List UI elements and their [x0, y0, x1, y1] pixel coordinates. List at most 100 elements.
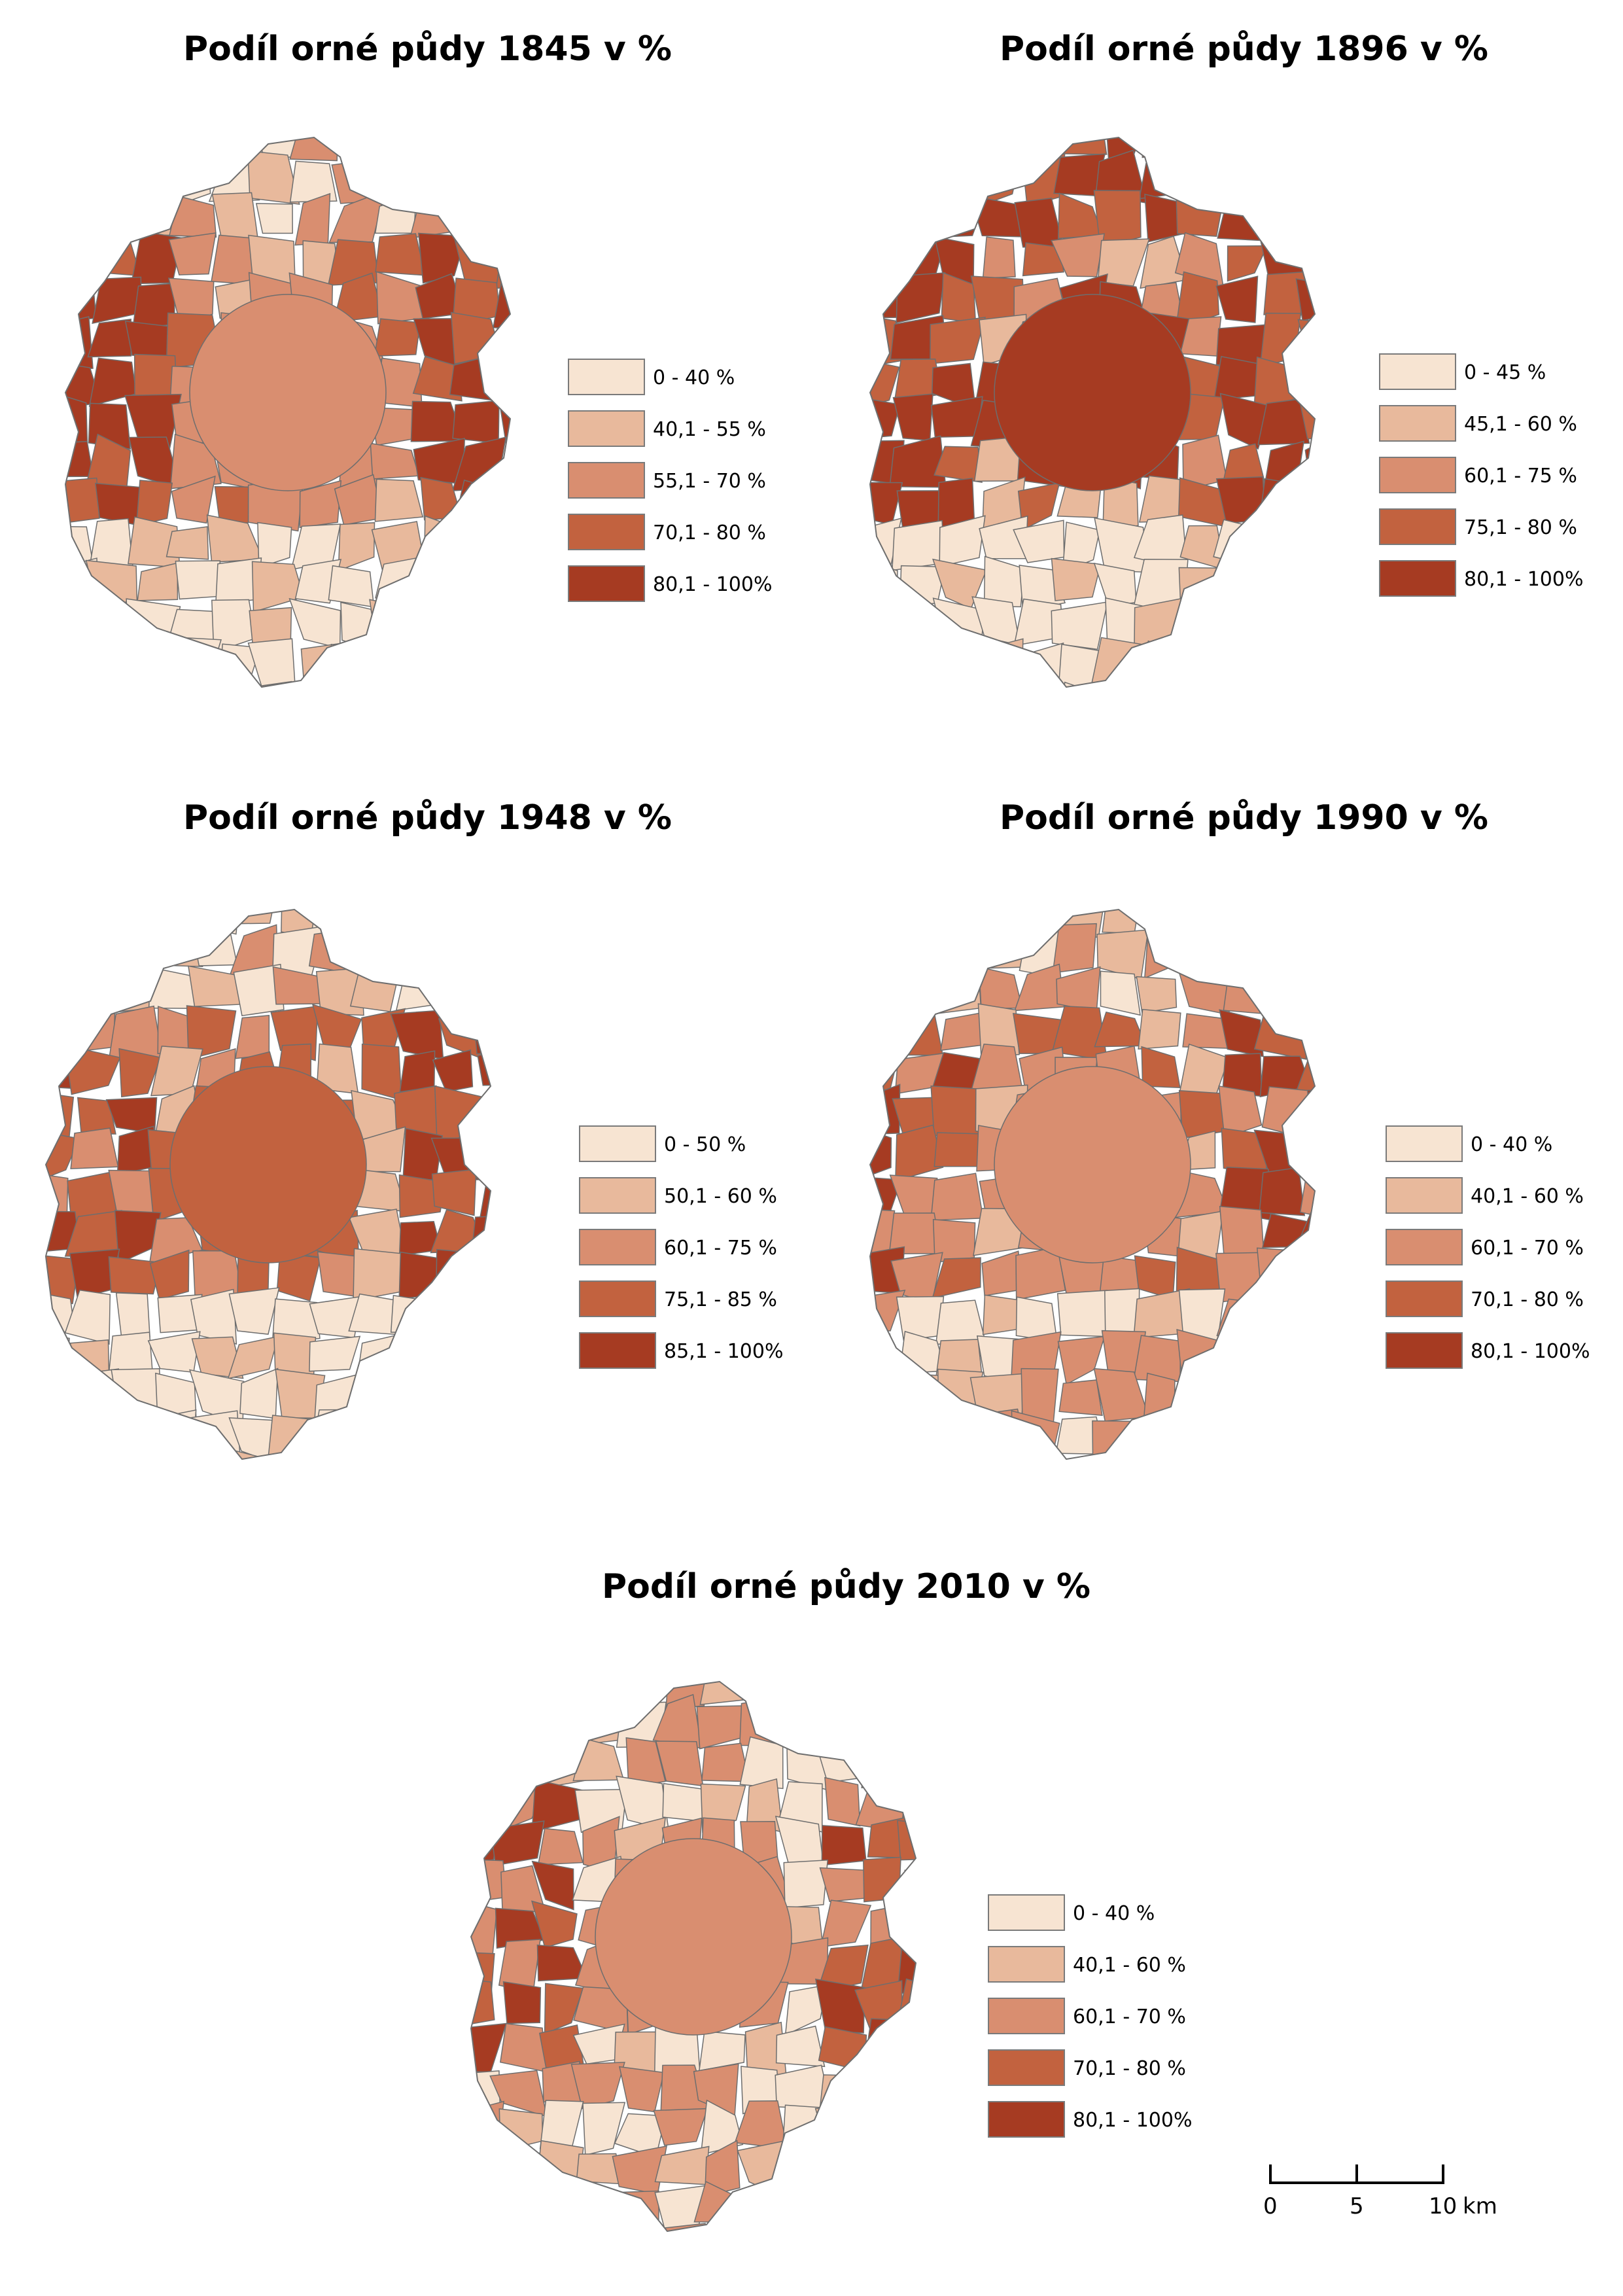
- municipality-area: [895, 1682, 916, 1703]
- municipality-area: [126, 598, 181, 643]
- municipality-area: [1336, 397, 1385, 448]
- municipality-area: [870, 397, 901, 440]
- legend-swatch: [1379, 353, 1456, 390]
- scale-bar-line: [1269, 2164, 1444, 2184]
- municipality-area: [896, 137, 947, 166]
- municipality-area: [471, 1779, 496, 1833]
- municipality-area: [409, 190, 466, 239]
- municipality-area: [896, 1296, 945, 1341]
- municipality-area: [524, 1461, 566, 1503]
- municipality-area: [858, 2181, 903, 2231]
- municipality-area: [936, 1901, 989, 1954]
- municipality-area: [1338, 972, 1384, 1015]
- municipality-area: [453, 233, 503, 286]
- municipality-area: [897, 1408, 945, 1453]
- municipality-area: [533, 242, 578, 280]
- legend-swatch: [1386, 1280, 1463, 1317]
- municipality-area: [289, 160, 338, 203]
- municipality-area: [1179, 151, 1227, 199]
- municipality-area: [1056, 966, 1101, 1013]
- municipality-area: [471, 2195, 507, 2227]
- municipality-area: [361, 1043, 402, 1101]
- region-boundary: [64, 136, 512, 688]
- municipality-area: [570, 2062, 625, 2110]
- municipality-area: [932, 1257, 981, 1299]
- municipality-area: [340, 601, 381, 653]
- municipality-area: [1342, 605, 1389, 654]
- municipality-area: [896, 2141, 916, 2192]
- municipality-area: [870, 241, 904, 287]
- municipality-area: [699, 2227, 741, 2231]
- municipality-area: [151, 1409, 197, 1459]
- municipality-area: [1336, 884, 1391, 928]
- municipality-area: [175, 560, 221, 600]
- municipality-area: [1259, 312, 1302, 368]
- municipality-area: [870, 195, 901, 237]
- legend-row: 75,1 - 80 %: [1379, 508, 1623, 548]
- municipality-area: [1175, 271, 1220, 330]
- legend-label: 55,1 - 70 %: [653, 470, 766, 493]
- municipality-area: [784, 1984, 828, 2036]
- municipality-area: [870, 600, 897, 651]
- municipality-area: [65, 680, 101, 687]
- municipality-area: [1223, 154, 1270, 195]
- municipality-area: [622, 2234, 665, 2277]
- municipality-area: [276, 1252, 322, 1302]
- municipality-area: [411, 645, 462, 687]
- municipality-area: [308, 927, 361, 974]
- municipality-area: [1136, 976, 1178, 1014]
- municipality-area: [471, 1693, 505, 1749]
- municipality-area: [1339, 1134, 1386, 1173]
- municipality-area: [519, 1047, 560, 1097]
- legend-label: 70,1 - 80 %: [1073, 2057, 1186, 2080]
- municipality-area: [512, 1332, 565, 1377]
- municipality-area: [938, 1818, 993, 1872]
- legend-swatch: [1379, 560, 1456, 597]
- municipality-area: [413, 597, 465, 639]
- legend-swatch: [568, 410, 645, 447]
- municipality-area: [1058, 1379, 1103, 1417]
- municipality-area: [519, 1013, 564, 1058]
- municipality-area: [413, 137, 464, 166]
- municipality-area: [490, 2225, 533, 2231]
- municipality-area: [937, 910, 979, 932]
- municipality-area: [479, 1369, 491, 1417]
- municipality-area: [662, 1782, 707, 1822]
- municipality-area: [372, 150, 425, 205]
- municipality-area: [1223, 137, 1269, 161]
- municipality-area: [582, 2102, 626, 2156]
- municipality-area: [309, 1335, 361, 1372]
- municipality-area: [228, 910, 279, 925]
- municipality-area: [821, 1825, 867, 1866]
- municipality-area: [870, 1368, 905, 1412]
- municipality-area: [396, 1413, 446, 1459]
- municipality-area: [1341, 1208, 1389, 1256]
- city-area: [994, 294, 1191, 491]
- municipality-area: [893, 910, 943, 927]
- municipality-area: [818, 2026, 867, 2073]
- legend-label: 50,1 - 60 %: [664, 1185, 777, 1208]
- municipality-area: [1296, 1412, 1315, 1459]
- municipality-area: [870, 1004, 903, 1061]
- legend-swatch: [1379, 405, 1456, 442]
- municipality-area: [780, 2234, 830, 2276]
- municipality-area: [977, 922, 1025, 970]
- choropleth-map-1845: [64, 136, 512, 688]
- municipality-area: [1219, 393, 1272, 450]
- municipality-area: [65, 272, 97, 323]
- municipality-area: [1254, 1373, 1304, 1419]
- municipality-area: [471, 1897, 498, 1955]
- legend-swatch: [988, 1946, 1065, 1983]
- municipality-area: [933, 1414, 981, 1459]
- municipality-area: [1346, 1295, 1390, 1330]
- municipality-area: [159, 928, 203, 968]
- municipality-area: [149, 1249, 190, 1301]
- legend-swatch: [988, 1998, 1065, 2034]
- municipality-area: [1176, 190, 1223, 237]
- municipality-area: [233, 964, 285, 1017]
- municipality-area: [228, 1417, 279, 1459]
- municipality-area: [135, 480, 173, 527]
- municipality-area: [515, 1413, 565, 1451]
- municipality-area: [1297, 1292, 1315, 1341]
- municipality-area: [544, 156, 580, 196]
